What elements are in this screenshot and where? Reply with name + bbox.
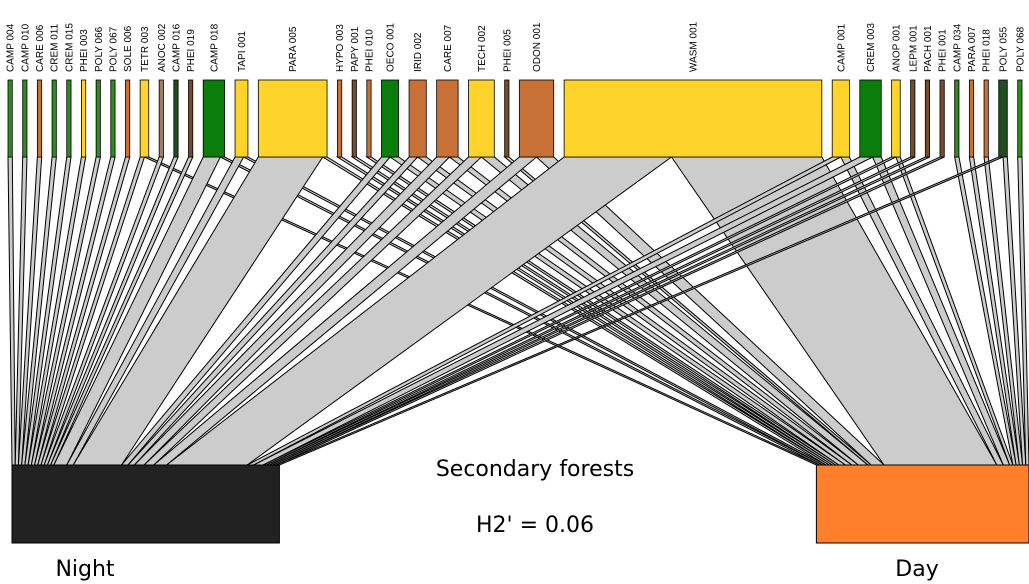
node-label: ANOP 001 bbox=[891, 24, 902, 72]
node-label: LEPM 001 bbox=[908, 25, 919, 72]
node-label: CAMP 004 bbox=[6, 23, 17, 72]
node-label: PARA 007 bbox=[967, 26, 978, 72]
node-label: CAMP 001 bbox=[836, 23, 847, 72]
node-label: CAMP 034 bbox=[952, 23, 963, 72]
node-box bbox=[66, 79, 72, 158]
node-box bbox=[188, 79, 194, 158]
node-label: CREM 003 bbox=[866, 23, 877, 72]
node-box bbox=[436, 79, 459, 158]
node-label: CARE 006 bbox=[35, 24, 46, 72]
node-label: CAMP 016 bbox=[171, 23, 182, 72]
node-label: TAPI 001 bbox=[237, 31, 248, 72]
node-box bbox=[366, 79, 372, 158]
node-box bbox=[891, 79, 901, 158]
node-label: PARA 005 bbox=[288, 26, 299, 72]
node-box bbox=[563, 79, 823, 158]
node-label: SOLE 006 bbox=[123, 25, 134, 72]
node-box bbox=[7, 79, 13, 158]
node-label: CREM 011 bbox=[50, 23, 61, 72]
node-box bbox=[518, 79, 555, 158]
node-box bbox=[468, 79, 495, 158]
node-box bbox=[22, 79, 28, 158]
node-box bbox=[408, 79, 427, 158]
node-label: POLY 067 bbox=[108, 26, 119, 72]
title: Secondary forests bbox=[436, 457, 634, 482]
node-label: TETR 003 bbox=[140, 26, 151, 72]
node-box bbox=[351, 79, 357, 158]
node-label: CAMP 010 bbox=[20, 23, 31, 72]
node-box bbox=[81, 79, 87, 158]
node-label: CARE 007 bbox=[443, 24, 454, 72]
node-box bbox=[337, 79, 343, 158]
bottom-node-box bbox=[11, 464, 280, 544]
node-box bbox=[202, 79, 226, 158]
node-label: WASM 001 bbox=[688, 21, 699, 72]
node-label: PHEI 018 bbox=[982, 29, 993, 72]
node-box bbox=[36, 79, 43, 158]
node-box bbox=[939, 79, 945, 158]
node-box bbox=[968, 79, 975, 158]
node-label: TECH 002 bbox=[477, 25, 488, 72]
node-box bbox=[139, 79, 150, 158]
node-box bbox=[998, 79, 1008, 158]
node-label: PHEI 001 bbox=[938, 29, 949, 72]
node-box bbox=[954, 79, 960, 158]
node-label: ANOC 002 bbox=[157, 23, 168, 72]
node-box bbox=[1017, 79, 1023, 158]
node-label: PHEI 019 bbox=[186, 29, 197, 72]
node-box bbox=[381, 79, 400, 158]
node-label: IRID 002 bbox=[413, 32, 424, 72]
node-label: POLY 055 bbox=[999, 26, 1010, 72]
node-label: PACH 001 bbox=[923, 25, 934, 72]
node-label: CAMP 018 bbox=[209, 23, 220, 72]
bottom-node-box bbox=[815, 464, 1029, 544]
bottom-node-label: Day bbox=[895, 557, 938, 582]
node-box bbox=[234, 79, 249, 158]
bottom-node-label: Night bbox=[55, 557, 114, 582]
node-box bbox=[51, 79, 57, 158]
nodes: CAMP 004 CAMP 010 CARE 006 CREM 011 CREM 015… bbox=[6, 21, 1029, 582]
node-label: ODON 001 bbox=[532, 22, 543, 72]
node-box bbox=[110, 79, 116, 158]
links bbox=[7, 156, 1029, 466]
node-label: OECO 001 bbox=[386, 23, 397, 72]
node-box bbox=[173, 79, 179, 158]
node-label: POLY 068 bbox=[1015, 26, 1026, 72]
node-label: PAPY 001 bbox=[350, 26, 361, 72]
node-box bbox=[910, 79, 916, 158]
index: H2' = 0.06 bbox=[476, 513, 594, 538]
node-box bbox=[831, 79, 850, 158]
node-box bbox=[257, 79, 328, 158]
node-box bbox=[983, 79, 989, 158]
node-box bbox=[924, 79, 930, 158]
node-label: POLY 066 bbox=[94, 26, 105, 72]
node-box bbox=[859, 79, 882, 158]
node-box bbox=[95, 79, 101, 158]
link bbox=[7, 156, 16, 466]
node-box bbox=[158, 79, 164, 158]
node-label: CREM 015 bbox=[64, 23, 75, 72]
node-label: PHEI 003 bbox=[79, 29, 90, 72]
node-label: PHEI 010 bbox=[364, 29, 375, 72]
node-box bbox=[125, 79, 131, 158]
node-label: HYPO 003 bbox=[335, 24, 346, 72]
node-box bbox=[504, 79, 510, 158]
node-label: PHEI 005 bbox=[502, 29, 513, 72]
